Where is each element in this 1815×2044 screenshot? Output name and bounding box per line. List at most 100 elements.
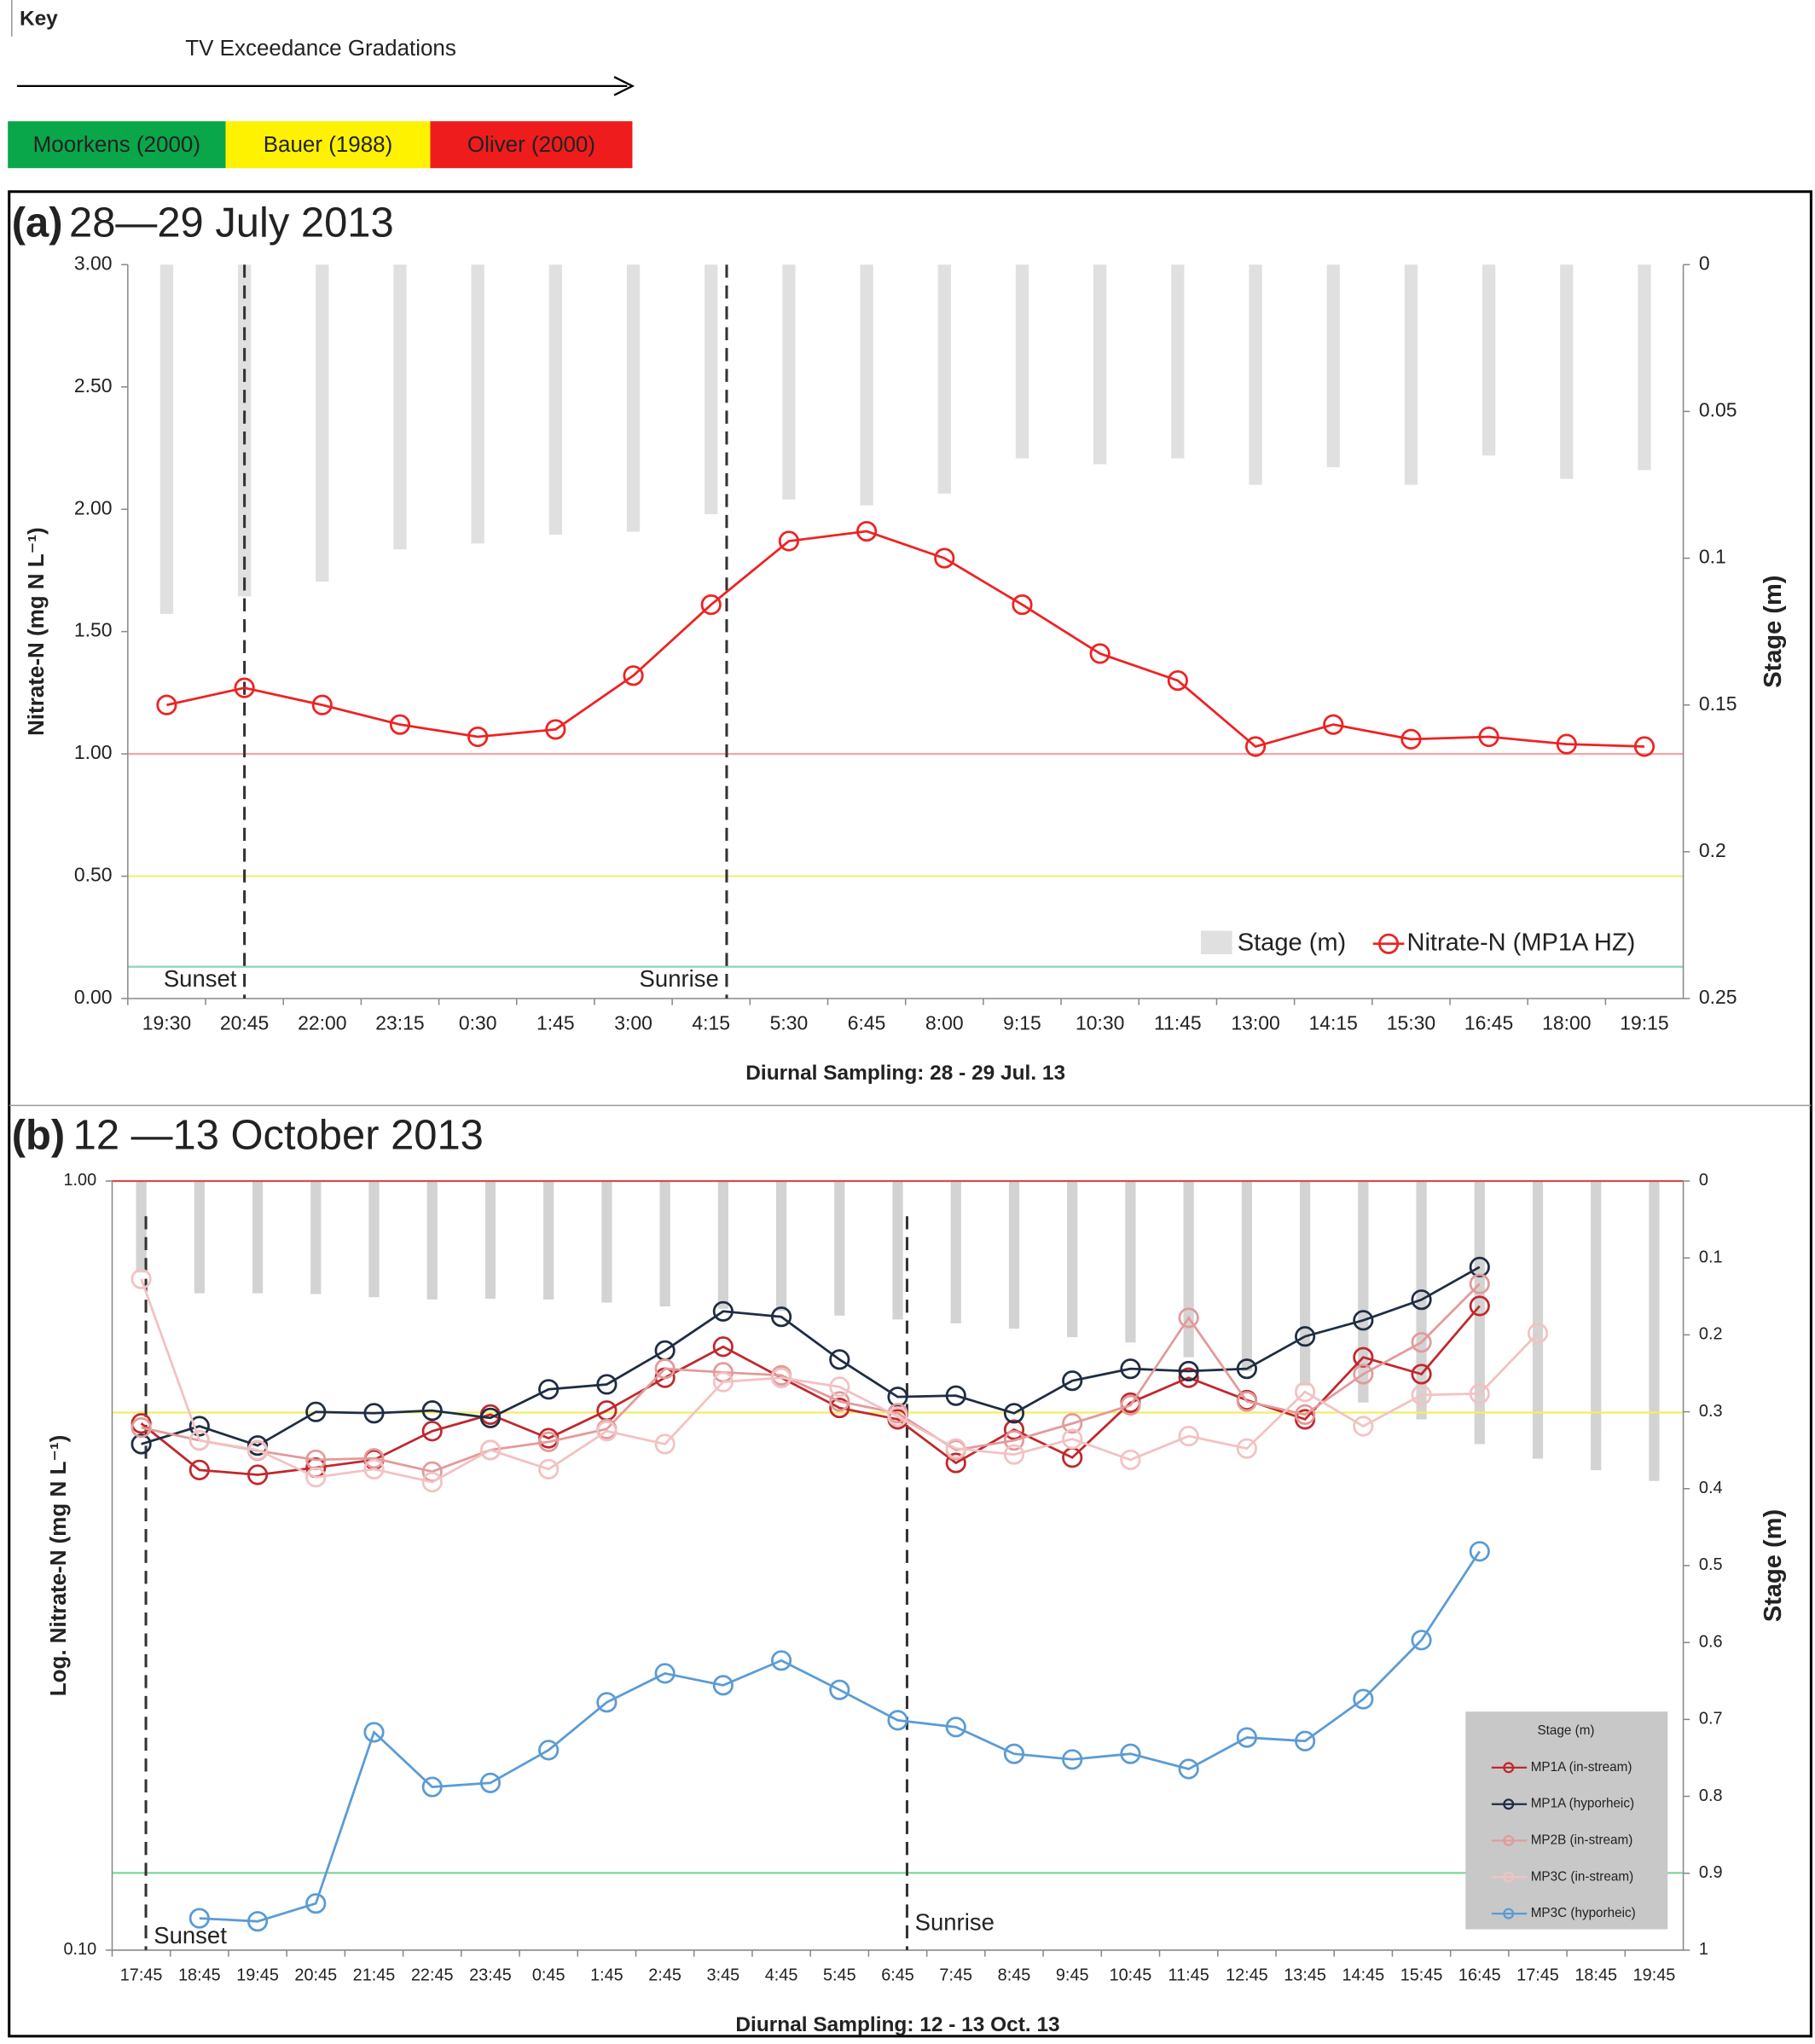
y2-tick-label: 0.3 (1699, 1402, 1723, 1421)
key-box (8, 121, 226, 169)
series-point (1167, 669, 1188, 692)
stage-bar (393, 264, 407, 550)
stage-bar (252, 1181, 264, 1294)
series-point (421, 1461, 443, 1482)
x-tick-label: 9:15 (1003, 1012, 1041, 1034)
series-point (1295, 1381, 1316, 1403)
legend-marker (1503, 1871, 1515, 1883)
x-tick-label: 15:30 (1387, 1012, 1435, 1034)
y-tick-label: 0.50 (74, 864, 113, 886)
series-point (1012, 594, 1033, 616)
series-point (246, 1439, 269, 1461)
series-line (140, 1278, 1540, 1484)
series-point (130, 1417, 152, 1439)
series-point (1120, 1743, 1141, 1764)
y2-tick-label: 0 (1699, 1171, 1708, 1190)
series-line (166, 530, 1645, 749)
series-point (1236, 1438, 1257, 1459)
x-tick-label: 10:30 (1076, 1012, 1124, 1034)
legend-box (1465, 1711, 1668, 1930)
series-point (712, 1300, 734, 1322)
series-point (389, 714, 411, 735)
x-tick-label: 19:15 (1620, 1012, 1668, 1034)
series-point (1062, 1413, 1083, 1434)
y-tick-label: 1.00 (63, 1171, 96, 1190)
series-point (538, 1740, 560, 1761)
x-tick-label: 13:00 (1231, 1012, 1279, 1034)
series-point (363, 1458, 385, 1480)
series-point (1120, 1358, 1141, 1380)
series-point (945, 1385, 966, 1406)
y-tick-label: 3.00 (74, 252, 113, 274)
y2-tick-label: 0.5 (1699, 1555, 1723, 1574)
x-tick-label: 3:00 (614, 1012, 652, 1034)
stage-bar (659, 1181, 670, 1307)
x-tick-label: 11:45 (1168, 1966, 1209, 1985)
series-point (479, 1439, 502, 1461)
x-tick-label: 16:45 (1464, 1012, 1513, 1034)
stage-bar (626, 264, 641, 532)
series-point (1003, 1403, 1025, 1424)
series-point (246, 1464, 269, 1485)
key-label: Oliver (2000) (467, 131, 595, 157)
series-point (1120, 1449, 1141, 1471)
chart-title: 12 —13 October 2013 (73, 1112, 484, 1158)
y-axis-title: Log. Nitrate-N (mg N L⁻¹) (45, 1435, 71, 1697)
legend-label: MP1A (hyporheic) (1531, 1797, 1634, 1811)
x-tick-label: 6:45 (881, 1966, 914, 1985)
annotation-label: Sunrise (915, 1909, 994, 1936)
frame (8, 190, 1812, 2038)
series-point (771, 1306, 792, 1328)
stage-bar (775, 1181, 787, 1312)
stage-bar (1560, 264, 1574, 479)
y2-tick-label: 0.1 (1699, 546, 1726, 568)
series-point (887, 1710, 908, 1731)
series-point (1411, 1630, 1432, 1651)
series-point (363, 1403, 385, 1424)
x-tick-label: 5:30 (770, 1012, 809, 1034)
series-point (363, 1722, 385, 1743)
series-point (311, 694, 333, 715)
x-tick-label: 14:15 (1309, 1012, 1358, 1034)
stage-bar (601, 1181, 612, 1303)
series-point (1411, 1364, 1432, 1385)
stage-bar (484, 1181, 496, 1299)
stage-bar (310, 1181, 322, 1294)
x-tick-label: 19:45 (236, 1966, 279, 1985)
key-arrow-head (613, 76, 635, 96)
legend-swatch (1200, 930, 1232, 955)
series-point (945, 1452, 966, 1474)
panel-label: (b) (12, 1112, 65, 1158)
series-point (1003, 1743, 1025, 1764)
x-tick-label: 5:45 (823, 1966, 856, 1985)
series-point (188, 1908, 210, 1929)
series-point (188, 1430, 210, 1451)
stage-bar (543, 1181, 554, 1300)
series-point (156, 694, 177, 715)
series-point (1323, 714, 1344, 735)
series-point (188, 1459, 210, 1480)
series-point (1178, 1758, 1199, 1780)
stage-bar (159, 264, 174, 614)
stage-bar (426, 1181, 438, 1300)
legend-marker (1503, 1835, 1515, 1847)
series-point (305, 1893, 327, 1914)
series-point (1411, 1332, 1432, 1353)
series-point (1178, 1360, 1199, 1382)
x-tick-label: 23:15 (375, 1012, 424, 1034)
x-tick-label: 20:45 (220, 1012, 269, 1034)
stage-bar (1591, 1181, 1602, 1471)
stage-bar (1474, 1181, 1485, 1445)
series-point (1469, 1541, 1490, 1562)
x-tick-label: 21:45 (353, 1966, 396, 1985)
y2-axis-title: Stage (m) (1760, 1509, 1787, 1622)
x-tick-label: 14:45 (1342, 1966, 1384, 1985)
series-point (305, 1401, 327, 1422)
series-point (545, 719, 566, 740)
y2-tick-label: 0.2 (1699, 1325, 1723, 1344)
x-tick-label: 18:45 (178, 1966, 221, 1985)
stage-bar (316, 264, 329, 582)
series-point (945, 1438, 966, 1459)
x-tick-label: 18:45 (1574, 1966, 1617, 1985)
